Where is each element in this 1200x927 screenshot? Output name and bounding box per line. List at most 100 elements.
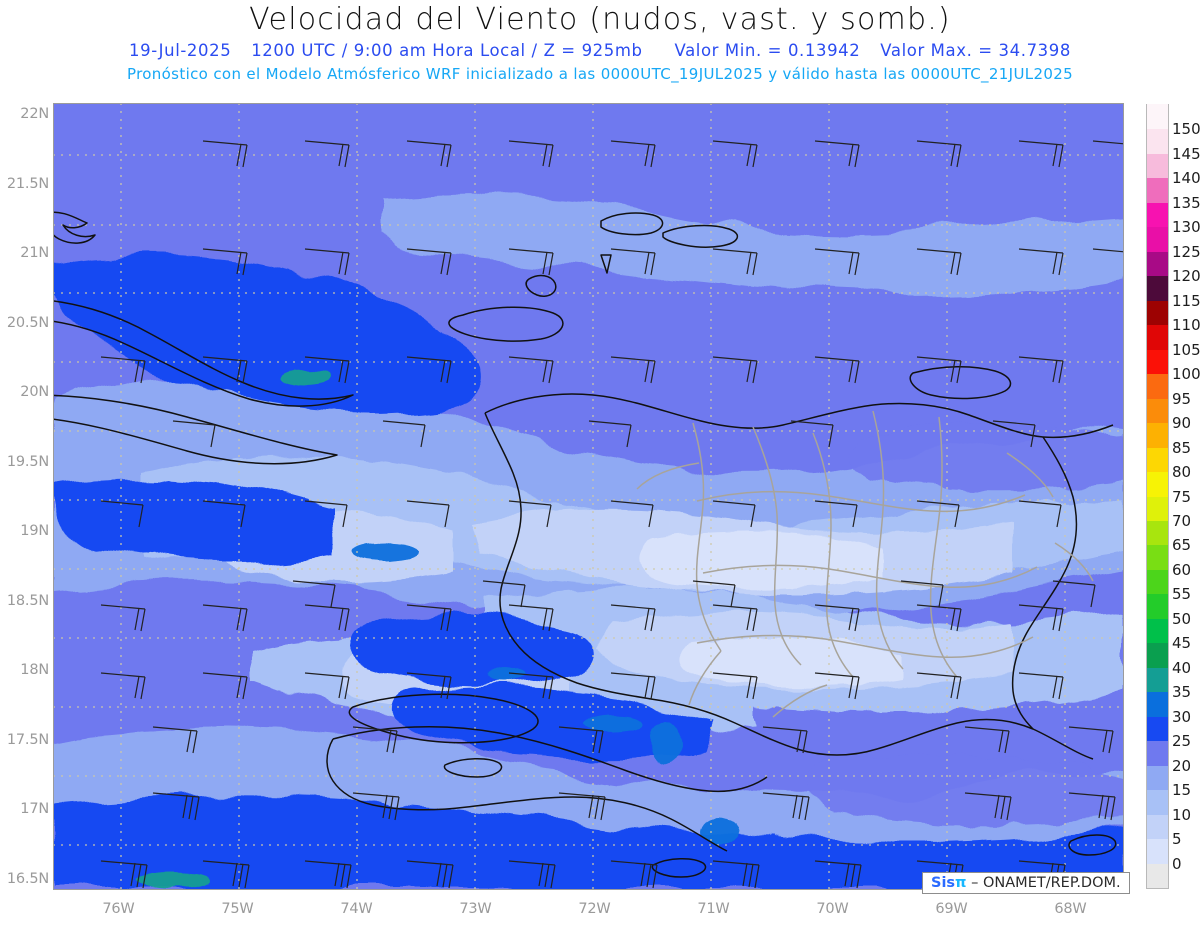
- colorbar-tick-label: 65: [1172, 536, 1192, 555]
- colorbar-segment: [1147, 153, 1168, 179]
- colorbar-tick-label: 20: [1172, 756, 1192, 775]
- colorbar[interactable]: [1146, 104, 1169, 889]
- colorbar-segment: [1147, 642, 1168, 668]
- colorbar-segment: [1147, 324, 1168, 350]
- lat-tick-label: 18.5N: [6, 592, 49, 609]
- colorbar-segment: [1147, 862, 1168, 888]
- colorbar-segment: [1147, 716, 1168, 742]
- lat-tick-label: 19N: [20, 523, 49, 540]
- lon-tick-label: 74W: [340, 901, 373, 917]
- colorbar-tick-label: 90: [1172, 414, 1192, 433]
- colorbar-tick-label: 0: [1172, 854, 1182, 873]
- colorbar-segment: [1147, 349, 1168, 375]
- lat-tick-label: 18N: [20, 662, 49, 679]
- lon-tick-label: 76W: [102, 901, 135, 917]
- colorbar-segment: [1147, 300, 1168, 326]
- colorbar-tick-label: 100: [1172, 365, 1200, 384]
- colorbar-segment: [1147, 569, 1168, 595]
- colorbar-tick-label: 140: [1172, 169, 1200, 188]
- colorbar-segment: [1147, 765, 1168, 791]
- colorbar-tick-label: 95: [1172, 389, 1192, 408]
- colorbar-segment: [1147, 618, 1168, 644]
- colorbar-tick-label: 70: [1172, 511, 1192, 530]
- colorbar-tick-label: 50: [1172, 609, 1192, 628]
- colorbar-segment: [1147, 446, 1168, 473]
- lat-tick-label: 21N: [20, 245, 49, 262]
- colorbar-tick-label: 135: [1172, 193, 1200, 212]
- colorbar-tick-label: 120: [1172, 267, 1200, 286]
- value-max-label: Valor Max. = 34.7398: [880, 41, 1071, 60]
- sis-label: Sis: [931, 875, 956, 891]
- colorbar-tick-label: 125: [1172, 242, 1200, 261]
- province-boundaries: [636, 410, 1094, 718]
- lat-tick-label: 17.5N: [6, 731, 49, 748]
- forecast-subtitle: 19-Jul-2025 1200 UTC / 9:00 am Hora Loca…: [0, 41, 1200, 60]
- colorbar-tick-label: 15: [1172, 781, 1192, 800]
- colorbar-tick-label: 45: [1172, 634, 1192, 653]
- colorbar-tick-label: 5: [1172, 830, 1182, 849]
- colorbar-ticklabels: 0 5 10 15 20 25 30 35 40 45 50 55 60 65 70 75 80 85 90 95 10…: [1172, 104, 1200, 894]
- latitude-axis: 22N 21.5N 21N 20.5N 20N 19.5N 19N 18.5N 18N 17.5N…: [0, 0, 53, 927]
- colorbar-segment: [1147, 128, 1168, 154]
- colorbar-tick-label: 75: [1172, 487, 1192, 506]
- pi-icon: π: [955, 875, 967, 891]
- lon-tick-label: 68W: [1054, 901, 1087, 917]
- colorbar-segment: [1147, 667, 1168, 693]
- lat-tick-label: 21.5N: [6, 175, 49, 192]
- colorbar-segment: [1147, 202, 1168, 228]
- colorbar-tick-label: 105: [1172, 340, 1200, 359]
- colorbar-segment: [1147, 373, 1168, 399]
- colorbar-segment: [1147, 251, 1168, 277]
- lon-tick-label: 71W: [697, 901, 730, 917]
- model-init-line: Pronóstico con el Modelo Atmósferico WRF…: [126, 65, 1074, 83]
- colorbar-tick-label: 40: [1172, 658, 1192, 677]
- colorbar-segment: [1147, 691, 1168, 717]
- colorbar-tick-label: 25: [1172, 732, 1192, 751]
- colorbar-tick-label: 80: [1172, 463, 1192, 482]
- colorbar-segment: [1147, 398, 1168, 424]
- colorbar-tick-label: 115: [1172, 291, 1200, 310]
- colorbar-tick-label: 10: [1172, 805, 1192, 824]
- longitude-axis: 76W 75W 74W 73W 72W 71W 70W 69W 68W: [0, 895, 1200, 927]
- lat-tick-label: 16.5N: [6, 870, 49, 887]
- coastlines: [53, 211, 1117, 878]
- colorbar-segment: [1147, 520, 1168, 546]
- lat-tick-label: 19.5N: [6, 453, 49, 470]
- colorbar-segment: [1147, 814, 1168, 840]
- map-canvas[interactable]: [53, 103, 1124, 890]
- agency-label: – ONAMET/REP.DOM.: [971, 875, 1121, 891]
- colorbar-tick-label: 60: [1172, 560, 1192, 579]
- colorbar-segment: [1147, 471, 1168, 497]
- lat-tick-label: 20N: [20, 384, 49, 401]
- value-min-label: Valor Min. = 0.13942: [674, 41, 861, 60]
- forecast-cycle: 1200 UTC / 9:00 am Hora Local / Z = 925m…: [251, 41, 643, 60]
- lon-tick-label: 70W: [816, 901, 849, 917]
- colorbar-tick-label: 85: [1172, 438, 1192, 457]
- lon-tick-label: 72W: [578, 901, 611, 917]
- colorbar-tick-label: 110: [1172, 316, 1200, 335]
- colorbar-tick-label: 130: [1172, 218, 1200, 237]
- colorbar-segment: [1147, 422, 1168, 448]
- colorbar-tick-label: 55: [1172, 585, 1192, 604]
- colorbar-segment: [1147, 740, 1168, 766]
- map-frame: [53, 103, 1124, 890]
- colorbar-tick-label: 150: [1172, 120, 1200, 139]
- colorbar-segment: [1147, 593, 1168, 619]
- colorbar-segment: [1147, 104, 1168, 130]
- lon-tick-label: 75W: [221, 901, 254, 917]
- colorbar-tick-label: 145: [1172, 144, 1200, 163]
- attribution-badge: Sisπ – ONAMET/REP.DOM.: [922, 872, 1130, 894]
- colorbar-segment: [1147, 226, 1168, 252]
- colorbar-segment: [1147, 838, 1168, 864]
- lon-tick-label: 73W: [459, 901, 492, 917]
- lat-tick-label: 22N: [20, 106, 49, 123]
- lon-tick-label: 69W: [935, 901, 968, 917]
- colorbar-segment: [1147, 789, 1168, 815]
- lat-tick-label: 17N: [20, 801, 49, 818]
- colorbar-tick-label: 30: [1172, 707, 1192, 726]
- forecast-date: 19-Jul-2025: [129, 41, 232, 60]
- colorbar-segment: [1147, 275, 1168, 301]
- colorbar-segment: [1147, 495, 1168, 521]
- page-title: Velocidad del Viento (nudos, vast. y som…: [249, 2, 951, 37]
